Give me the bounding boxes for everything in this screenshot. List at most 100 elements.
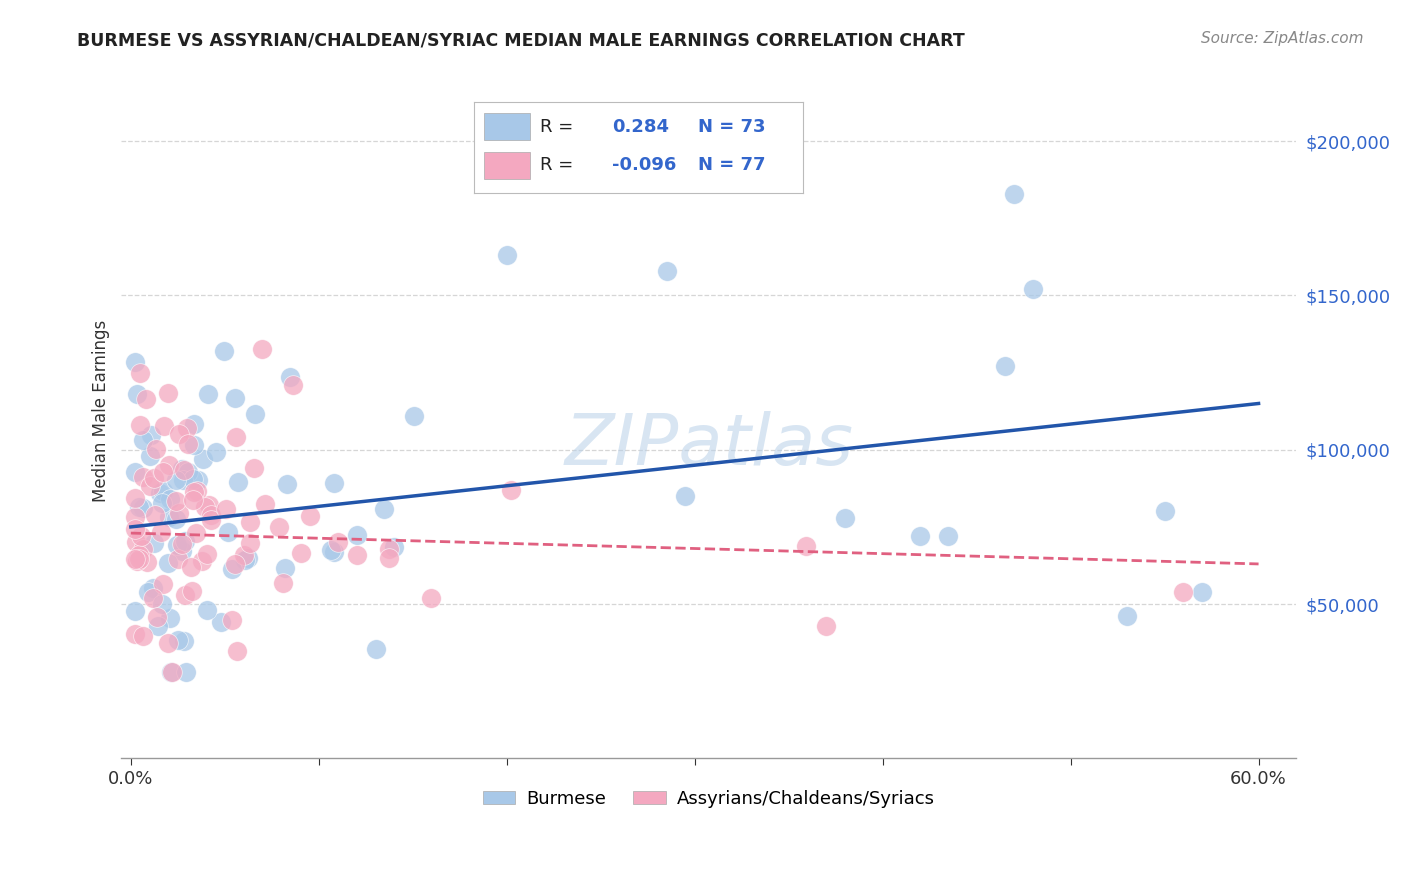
Point	[191, 554, 214, 568]
Point	[146, 619, 169, 633]
Point	[145, 442, 167, 457]
Text: ZIPatlas: ZIPatlas	[564, 411, 853, 481]
Point	[250, 342, 273, 356]
Point	[174, 665, 197, 679]
Point	[1153, 504, 1175, 518]
Legend: Burmese, Assyrians/Chaldeans/Syriacs: Burmese, Assyrians/Chaldeans/Syriacs	[475, 783, 942, 815]
Point	[160, 665, 183, 679]
Point	[128, 552, 150, 566]
Point	[124, 604, 146, 618]
Point	[187, 473, 209, 487]
Point	[404, 409, 426, 423]
Point	[149, 524, 172, 539]
Point	[128, 548, 150, 562]
Point	[132, 542, 155, 557]
Point	[290, 546, 312, 560]
Point	[1022, 282, 1045, 296]
Y-axis label: Median Male Earnings: Median Male Earnings	[93, 320, 110, 502]
Point	[156, 556, 179, 570]
Point	[834, 510, 856, 524]
Point	[143, 508, 166, 522]
Point	[180, 560, 202, 574]
Point	[142, 591, 165, 606]
Point	[132, 501, 155, 516]
Point	[149, 486, 172, 500]
Point	[938, 529, 960, 543]
Point	[128, 500, 150, 514]
Point	[157, 636, 180, 650]
Point	[124, 510, 146, 524]
Point	[183, 485, 205, 500]
Point	[1173, 584, 1195, 599]
Point	[172, 473, 194, 487]
Point	[910, 529, 932, 543]
Point	[1002, 186, 1025, 201]
Point	[173, 634, 195, 648]
Point	[159, 491, 181, 506]
Point	[135, 555, 157, 569]
Point	[238, 551, 260, 566]
Point	[280, 370, 302, 384]
Point	[142, 581, 165, 595]
Point	[225, 430, 247, 444]
Point	[224, 391, 246, 405]
Point	[157, 458, 180, 472]
Text: Source: ZipAtlas.com: Source: ZipAtlas.com	[1201, 31, 1364, 46]
Point	[170, 544, 193, 558]
Point	[153, 419, 176, 434]
Point	[346, 527, 368, 541]
Point	[180, 583, 202, 598]
Point	[170, 537, 193, 551]
Point	[195, 603, 218, 617]
Point	[177, 437, 200, 451]
Point	[131, 529, 153, 543]
Point	[135, 392, 157, 407]
Point	[165, 494, 187, 508]
Point	[209, 615, 232, 629]
Point	[1191, 584, 1213, 599]
Point	[233, 553, 256, 567]
Point	[205, 445, 228, 459]
Text: BURMESE VS ASSYRIAN/CHALDEAN/SYRIAC MEDIAN MALE EARNINGS CORRELATION CHART: BURMESE VS ASSYRIAN/CHALDEAN/SYRIAC MEDI…	[77, 31, 965, 49]
Point	[495, 248, 517, 262]
Point	[129, 366, 152, 380]
Point	[142, 535, 165, 549]
Point	[167, 506, 190, 520]
Point	[124, 552, 146, 566]
Point	[170, 462, 193, 476]
Point	[173, 588, 195, 602]
Point	[271, 576, 294, 591]
Point	[221, 562, 243, 576]
Point	[243, 407, 266, 421]
Point	[243, 460, 266, 475]
Point	[281, 377, 304, 392]
Point	[129, 418, 152, 433]
Point	[239, 535, 262, 549]
Point	[152, 465, 174, 479]
Point	[156, 385, 179, 400]
Point	[346, 548, 368, 562]
Point	[217, 524, 239, 539]
Point	[176, 421, 198, 435]
Point	[183, 438, 205, 452]
Point	[125, 535, 148, 549]
Point	[267, 520, 290, 534]
Point	[160, 665, 183, 679]
Point	[150, 496, 173, 510]
Point	[215, 502, 238, 516]
Point	[673, 489, 696, 503]
Point	[200, 513, 222, 527]
Point	[183, 472, 205, 486]
Point	[139, 478, 162, 492]
Point	[124, 465, 146, 479]
Point	[994, 359, 1017, 374]
Point	[166, 538, 188, 552]
Point	[794, 539, 817, 553]
Point	[186, 483, 208, 498]
Point	[655, 264, 678, 278]
Point	[173, 462, 195, 476]
Point	[226, 643, 249, 657]
Point	[366, 642, 388, 657]
Point	[181, 492, 204, 507]
Point	[174, 534, 197, 549]
